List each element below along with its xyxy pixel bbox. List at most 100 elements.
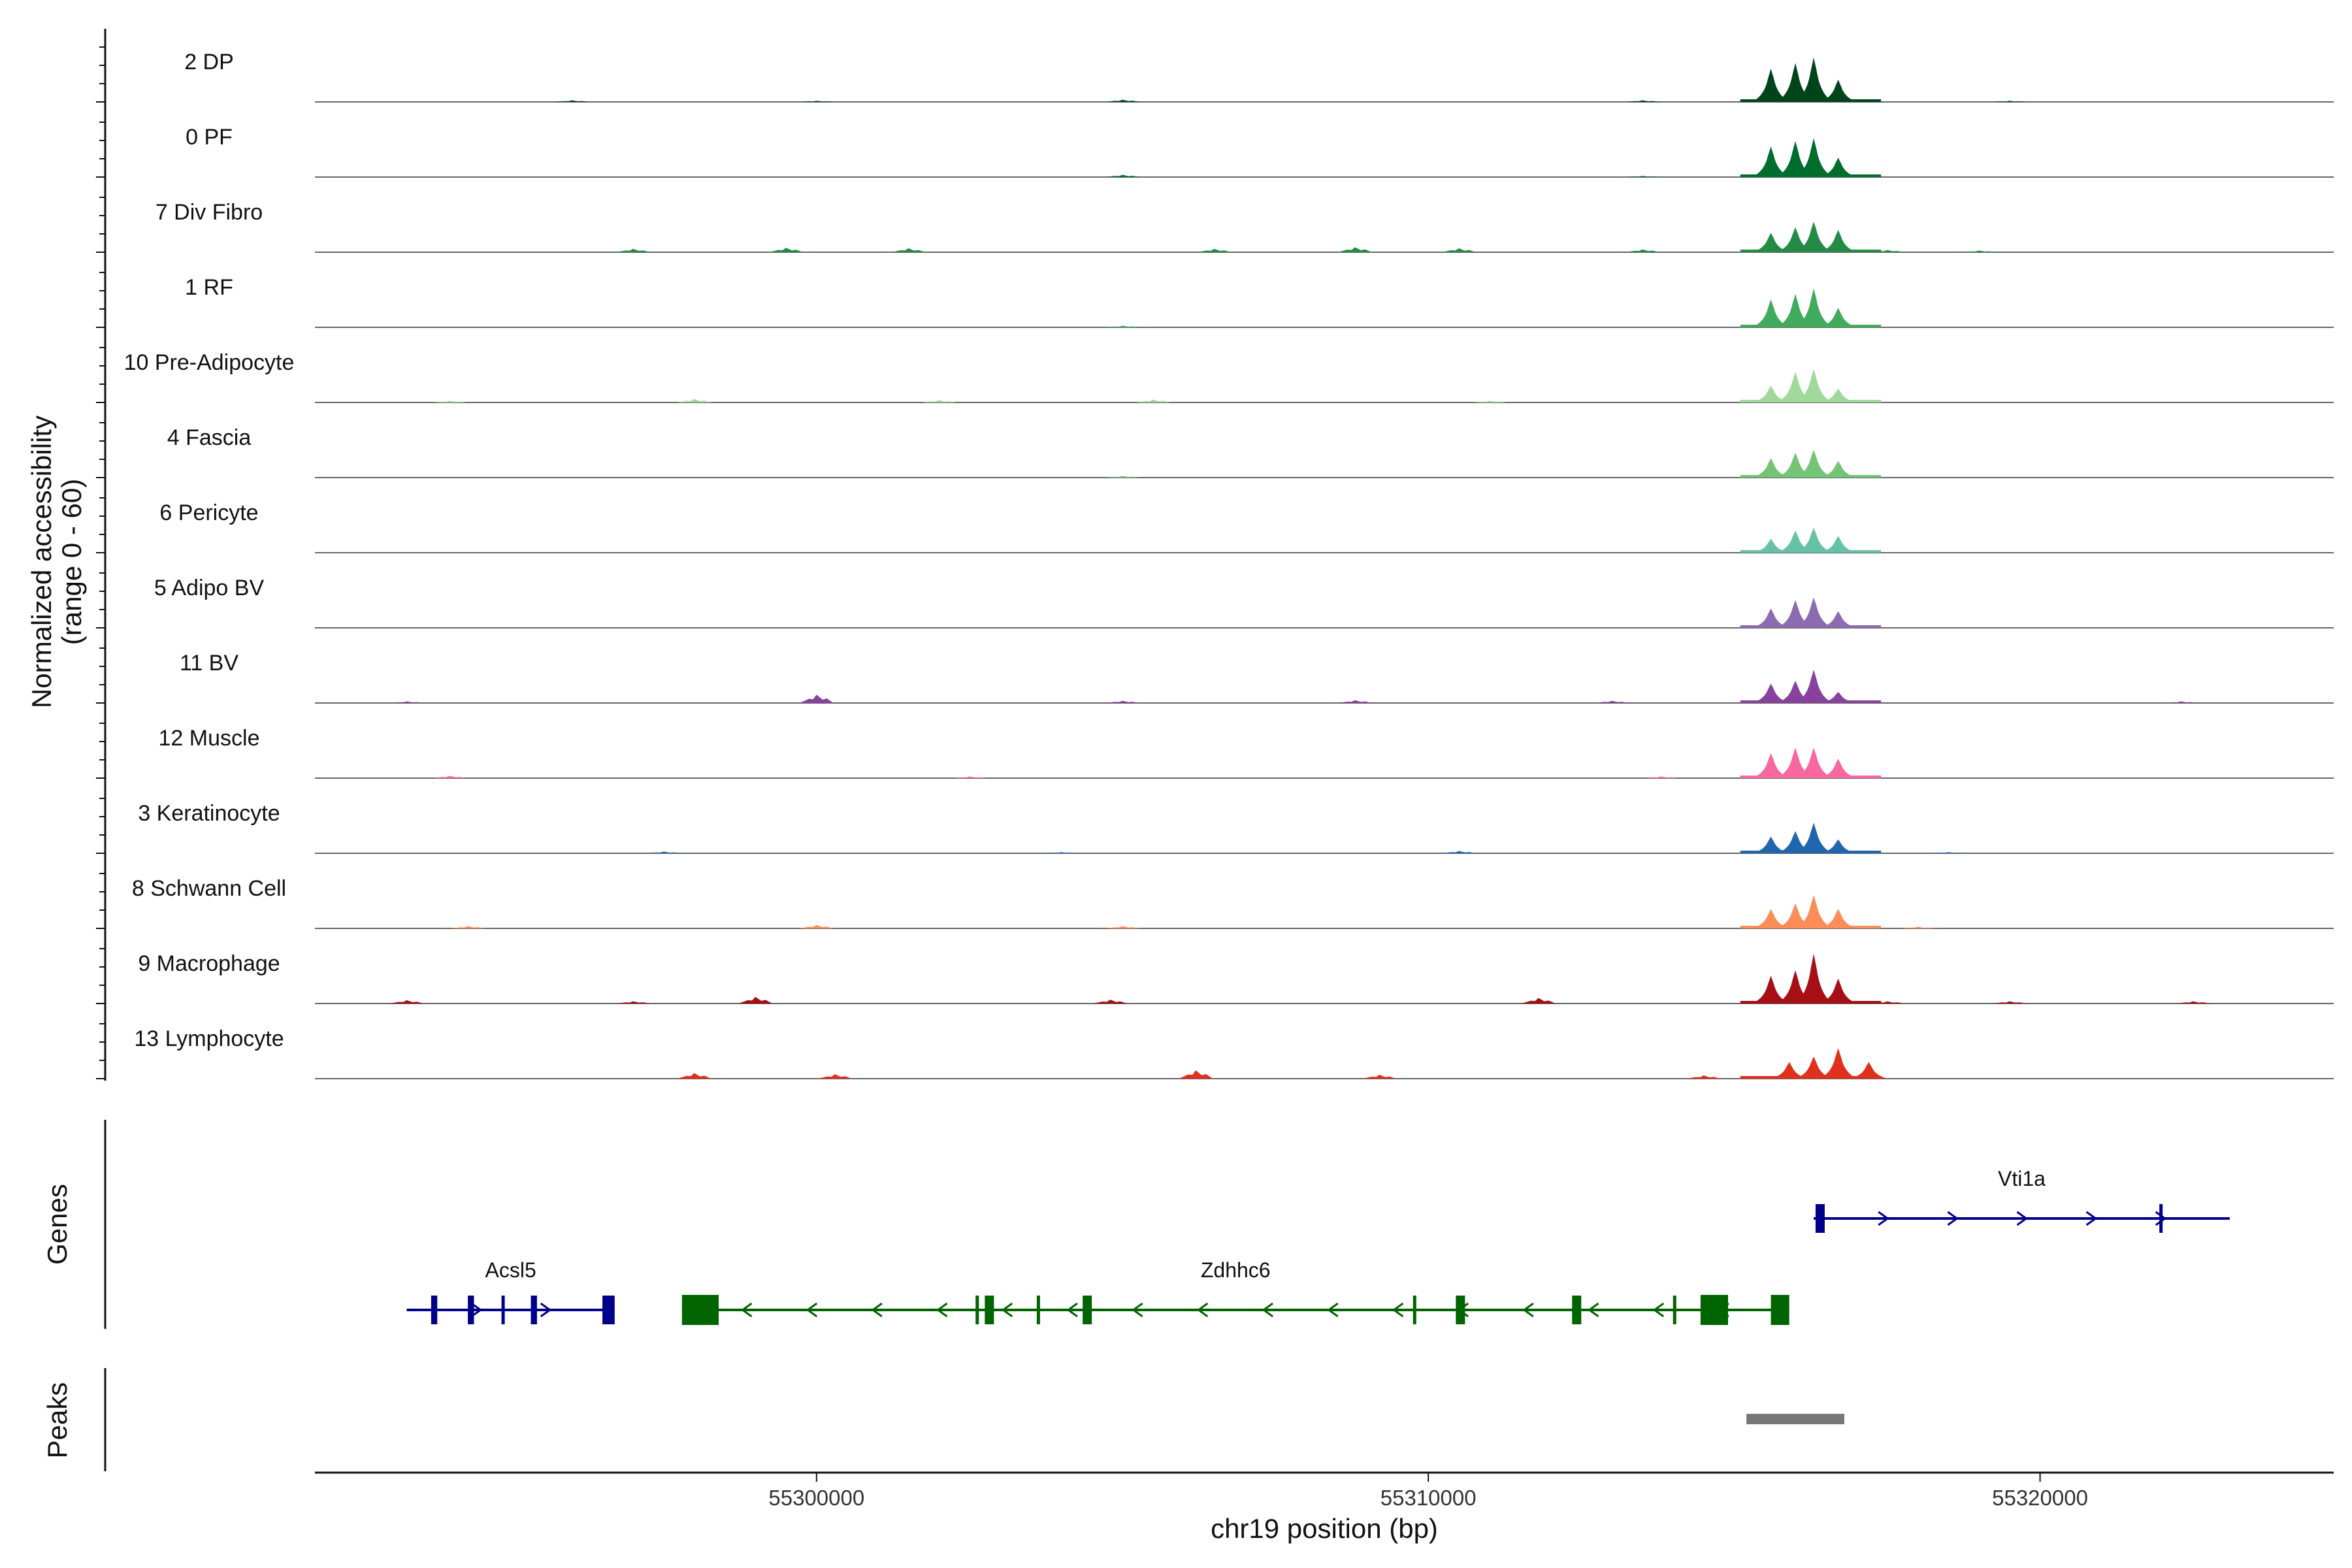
accessibility-signal (799, 694, 834, 703)
track-label: 2 DP (184, 50, 234, 74)
accessibility-peak (1751, 538, 1791, 553)
accessibility-peak (1751, 299, 1791, 327)
track: 5 Adipo BV (154, 576, 2334, 629)
gene-exon (431, 1296, 438, 1324)
accessibility-signal (1992, 101, 2027, 102)
accessibility-peak (1818, 692, 1858, 703)
accessibility-peak (1794, 953, 1834, 1004)
accessibility-peak (1794, 57, 1834, 102)
accessibility-signal (952, 776, 987, 778)
strand-arrow (806, 1302, 818, 1318)
track-label: 6 Pericyte (159, 500, 258, 525)
gene-exon (1771, 1295, 1789, 1325)
accessibility-signal (817, 1074, 852, 1079)
accessibility-signal (1442, 248, 1476, 252)
gene-exon (975, 1296, 979, 1324)
accessibility-signal (1197, 248, 1232, 252)
gene-exon (1673, 1296, 1676, 1324)
gene-exon (2159, 1204, 2163, 1233)
y-axis-title-line2: (range 0 - 60) (56, 479, 87, 645)
accessibility-signal (2176, 1001, 2210, 1004)
accessibility-signal (1362, 1075, 1397, 1079)
accessibility-peak (1794, 221, 1834, 252)
accessibility-peak (1776, 903, 1815, 928)
accessibility-peak (1849, 1062, 1889, 1079)
accessibility-peak (1751, 385, 1791, 402)
track: 1 RF (185, 275, 2334, 328)
gene-models: Acsl5 Zdhhc6 Vti1a (406, 1167, 2230, 1325)
coverage-tracks: 2 DP 0 PF 7 Div Fibro 1 RF 10 Pre-Adipocyte 4… (124, 50, 2334, 1079)
peak-regions (1746, 1414, 1844, 1424)
accessibility-signal (677, 399, 711, 402)
strand-arrow (1001, 1302, 1013, 1318)
y-axis-title-line1: Normalized accessibility (26, 416, 57, 708)
accessibility-signal (1442, 851, 1476, 853)
accessibility-peak (1751, 69, 1791, 102)
accessibility-signal (891, 248, 926, 252)
gene-model: Acsl5 (406, 1258, 615, 1324)
accessibility-signal (799, 924, 834, 928)
track: 6 Pericyte (159, 500, 2334, 553)
genes-panel-label: Genes (42, 1184, 73, 1265)
gene-name-label: Vti1a (1998, 1167, 2046, 1190)
accessibility-signal (2163, 701, 2198, 703)
accessibility-signal (389, 1000, 424, 1004)
peaks-panel: Peaks (42, 1368, 1844, 1471)
accessibility-peak (1751, 608, 1791, 628)
accessibility-peak (1776, 63, 1815, 102)
accessibility-peak (1751, 146, 1791, 177)
gene-exon (468, 1296, 474, 1324)
track: 3 Keratinocyte (138, 801, 2334, 854)
track: 11 BV (180, 651, 2334, 704)
peaks-panel-label: Peaks (42, 1382, 73, 1459)
strand-arrow (1522, 1302, 1534, 1318)
gene-exon (501, 1296, 505, 1324)
accessibility-peak (1751, 458, 1791, 478)
gene-exon (985, 1296, 994, 1324)
accessibility-peak (1818, 308, 1858, 327)
accessibility-peak (1818, 978, 1858, 1004)
strand-arrow (1196, 1302, 1209, 1318)
accessibility-peak (1776, 294, 1815, 327)
gene-name-label: Acsl5 (485, 1258, 536, 1282)
accessibility-signal (1093, 1000, 1128, 1004)
track-label: 0 PF (186, 125, 233, 150)
accessibility-peak (1751, 975, 1791, 1004)
strand-arrow (1392, 1302, 1404, 1318)
accessibility-peak (1776, 531, 1815, 553)
gene-exon (681, 1295, 719, 1325)
accessibility-signal (738, 996, 773, 1004)
strand-arrow (2085, 1211, 2098, 1226)
accessibility-signal (433, 400, 466, 402)
accessibility-signal (1901, 926, 1935, 928)
accessibility-peak (1751, 683, 1791, 703)
accessibility-signal (1337, 700, 1372, 703)
gene-exon (1083, 1296, 1092, 1324)
accessibility-peak (1776, 227, 1815, 252)
x-tick-label: 55310000 (1380, 1486, 1477, 1510)
x-axis: 55300000 55310000 55320000 chr19 position … (315, 1471, 2334, 1544)
accessibility-peak (1776, 140, 1815, 177)
strand-arrow (1262, 1302, 1273, 1318)
accessibility-peak (1769, 1062, 1809, 1079)
accessibility-peak (1794, 597, 1834, 628)
x-tick-label: 55320000 (1992, 1486, 2088, 1510)
strand-arrow (1652, 1302, 1665, 1318)
accessibility-signal (1105, 700, 1139, 703)
gene-exon (1572, 1296, 1582, 1324)
x-tick-label: 55300000 (768, 1486, 864, 1510)
accessibility-signal (1521, 998, 1556, 1004)
track-label: 4 Fascia (167, 425, 252, 450)
track-label: 3 Keratinocyte (138, 801, 280, 826)
accessibility-peak (1776, 831, 1815, 853)
accessibility-peak (1794, 670, 1834, 703)
accessibility-peak (1776, 452, 1815, 478)
gene-name-label: Zdhhc6 (1201, 1258, 1271, 1282)
track: 4 Fascia (167, 425, 2334, 478)
accessibility-peak (1818, 461, 1858, 478)
accessibility-peak (1818, 230, 1858, 252)
accessibility-signal (1044, 852, 1079, 853)
x-axis-ticks: 55300000 55310000 55320000 (768, 1473, 2088, 1510)
track: 13 Lymphocyte (134, 1026, 2334, 1079)
